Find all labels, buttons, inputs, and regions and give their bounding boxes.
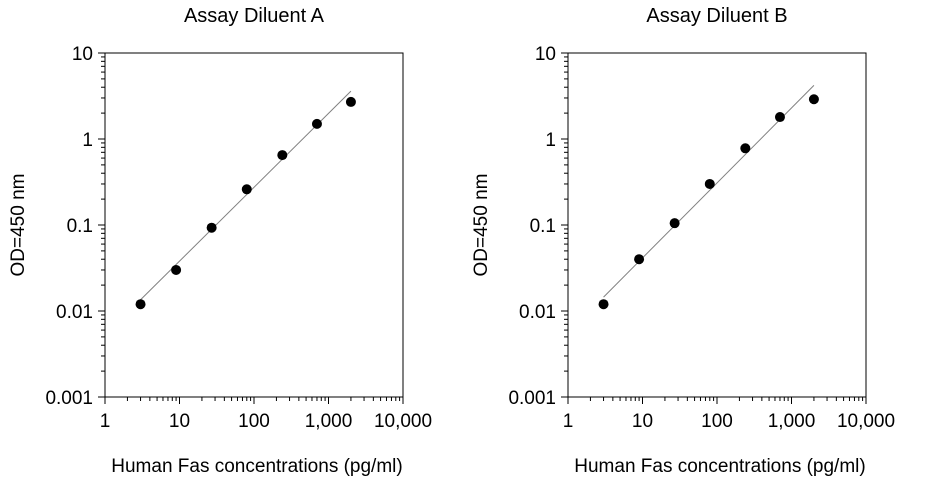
chart-a-x-tick-label: 100 bbox=[238, 411, 270, 432]
chart-a-y-tick-label: 0.1 bbox=[67, 216, 93, 237]
chart-b-x-tick-label: 10 bbox=[632, 411, 653, 432]
chart-a-plot-frame bbox=[104, 52, 404, 398]
chart-a-data-point bbox=[277, 150, 288, 161]
chart-b-svg: Assay Diluent B 0.001 0.01 0.1 1 10 1 10 100 1,00… bbox=[471, 5, 895, 477]
chart-b-x-tick-label: 1,000 bbox=[768, 411, 816, 432]
chart-a-data-point bbox=[241, 184, 252, 195]
chart-b-y-axis-label: OD=450 nm bbox=[471, 174, 492, 277]
chart-a-x-tick-label: 10,000 bbox=[374, 411, 432, 432]
chart-b-y-tick-label: 0.1 bbox=[530, 216, 556, 237]
chart-b-x-tick-label: 10,000 bbox=[837, 411, 895, 432]
chart-b-data-point bbox=[704, 178, 715, 189]
chart-a-svg: Assay Diluent A 0.001 0.01 0.1 1 10 1 10 100 1,00… bbox=[8, 5, 432, 477]
chart-a-data-point bbox=[345, 96, 356, 107]
chart-a-x-tick-label: 1 bbox=[100, 411, 111, 432]
chart-b-plot-frame bbox=[567, 52, 867, 398]
chart-a-y-tick-label: 1 bbox=[82, 130, 93, 151]
chart-b-x-tick-label: 1 bbox=[563, 411, 574, 432]
chart-b-title: Assay Diluent B bbox=[646, 5, 787, 27]
chart-b-y-tick-label: 1 bbox=[545, 130, 556, 151]
chart-a-y-tick-label: 0.01 bbox=[56, 302, 93, 323]
chart-a-title: Assay Diluent A bbox=[184, 5, 325, 27]
chart-a-data-point bbox=[135, 299, 146, 310]
chart-b-x-axis-label: Human Fas concentrations (pg/ml) bbox=[574, 456, 865, 477]
chart-a-y-axis-label: OD=450 nm bbox=[8, 174, 29, 277]
chart-a-data-point bbox=[171, 264, 182, 275]
chart-b-data-point bbox=[669, 218, 680, 229]
chart-a-data-point bbox=[206, 222, 217, 233]
chart-b-x-tick-label: 100 bbox=[701, 411, 733, 432]
chart-a-y-tick-label: 0.001 bbox=[45, 388, 93, 409]
chart-b-y-tick-label: 10 bbox=[535, 44, 556, 65]
chart-b-data-point bbox=[808, 94, 819, 105]
chart-panel-b: Assay Diluent B 0.001 0.01 0.1 1 10 1 10 100 1,00… bbox=[463, 0, 926, 480]
chart-a-x-tick-label: 10 bbox=[169, 411, 190, 432]
chart-b-data-point bbox=[740, 143, 751, 154]
chart-b-y-tick-label: 0.001 bbox=[508, 388, 556, 409]
chart-b-y-tick-label: 0.01 bbox=[519, 302, 556, 323]
chart-a-y-tick-label: 10 bbox=[72, 44, 93, 65]
chart-b-data-point bbox=[774, 112, 785, 123]
chart-a-x-axis-label: Human Fas concentrations (pg/ml) bbox=[111, 456, 402, 477]
chart-b-data-point bbox=[598, 299, 609, 310]
chart-a-x-tick-label: 1,000 bbox=[305, 411, 353, 432]
chart-a-data-point bbox=[311, 118, 322, 129]
chart-panel-a: Assay Diluent A 0.001 0.01 0.1 1 10 1 10 100 1,00… bbox=[8, 5, 432, 477]
chart-b-data-point bbox=[634, 254, 645, 265]
